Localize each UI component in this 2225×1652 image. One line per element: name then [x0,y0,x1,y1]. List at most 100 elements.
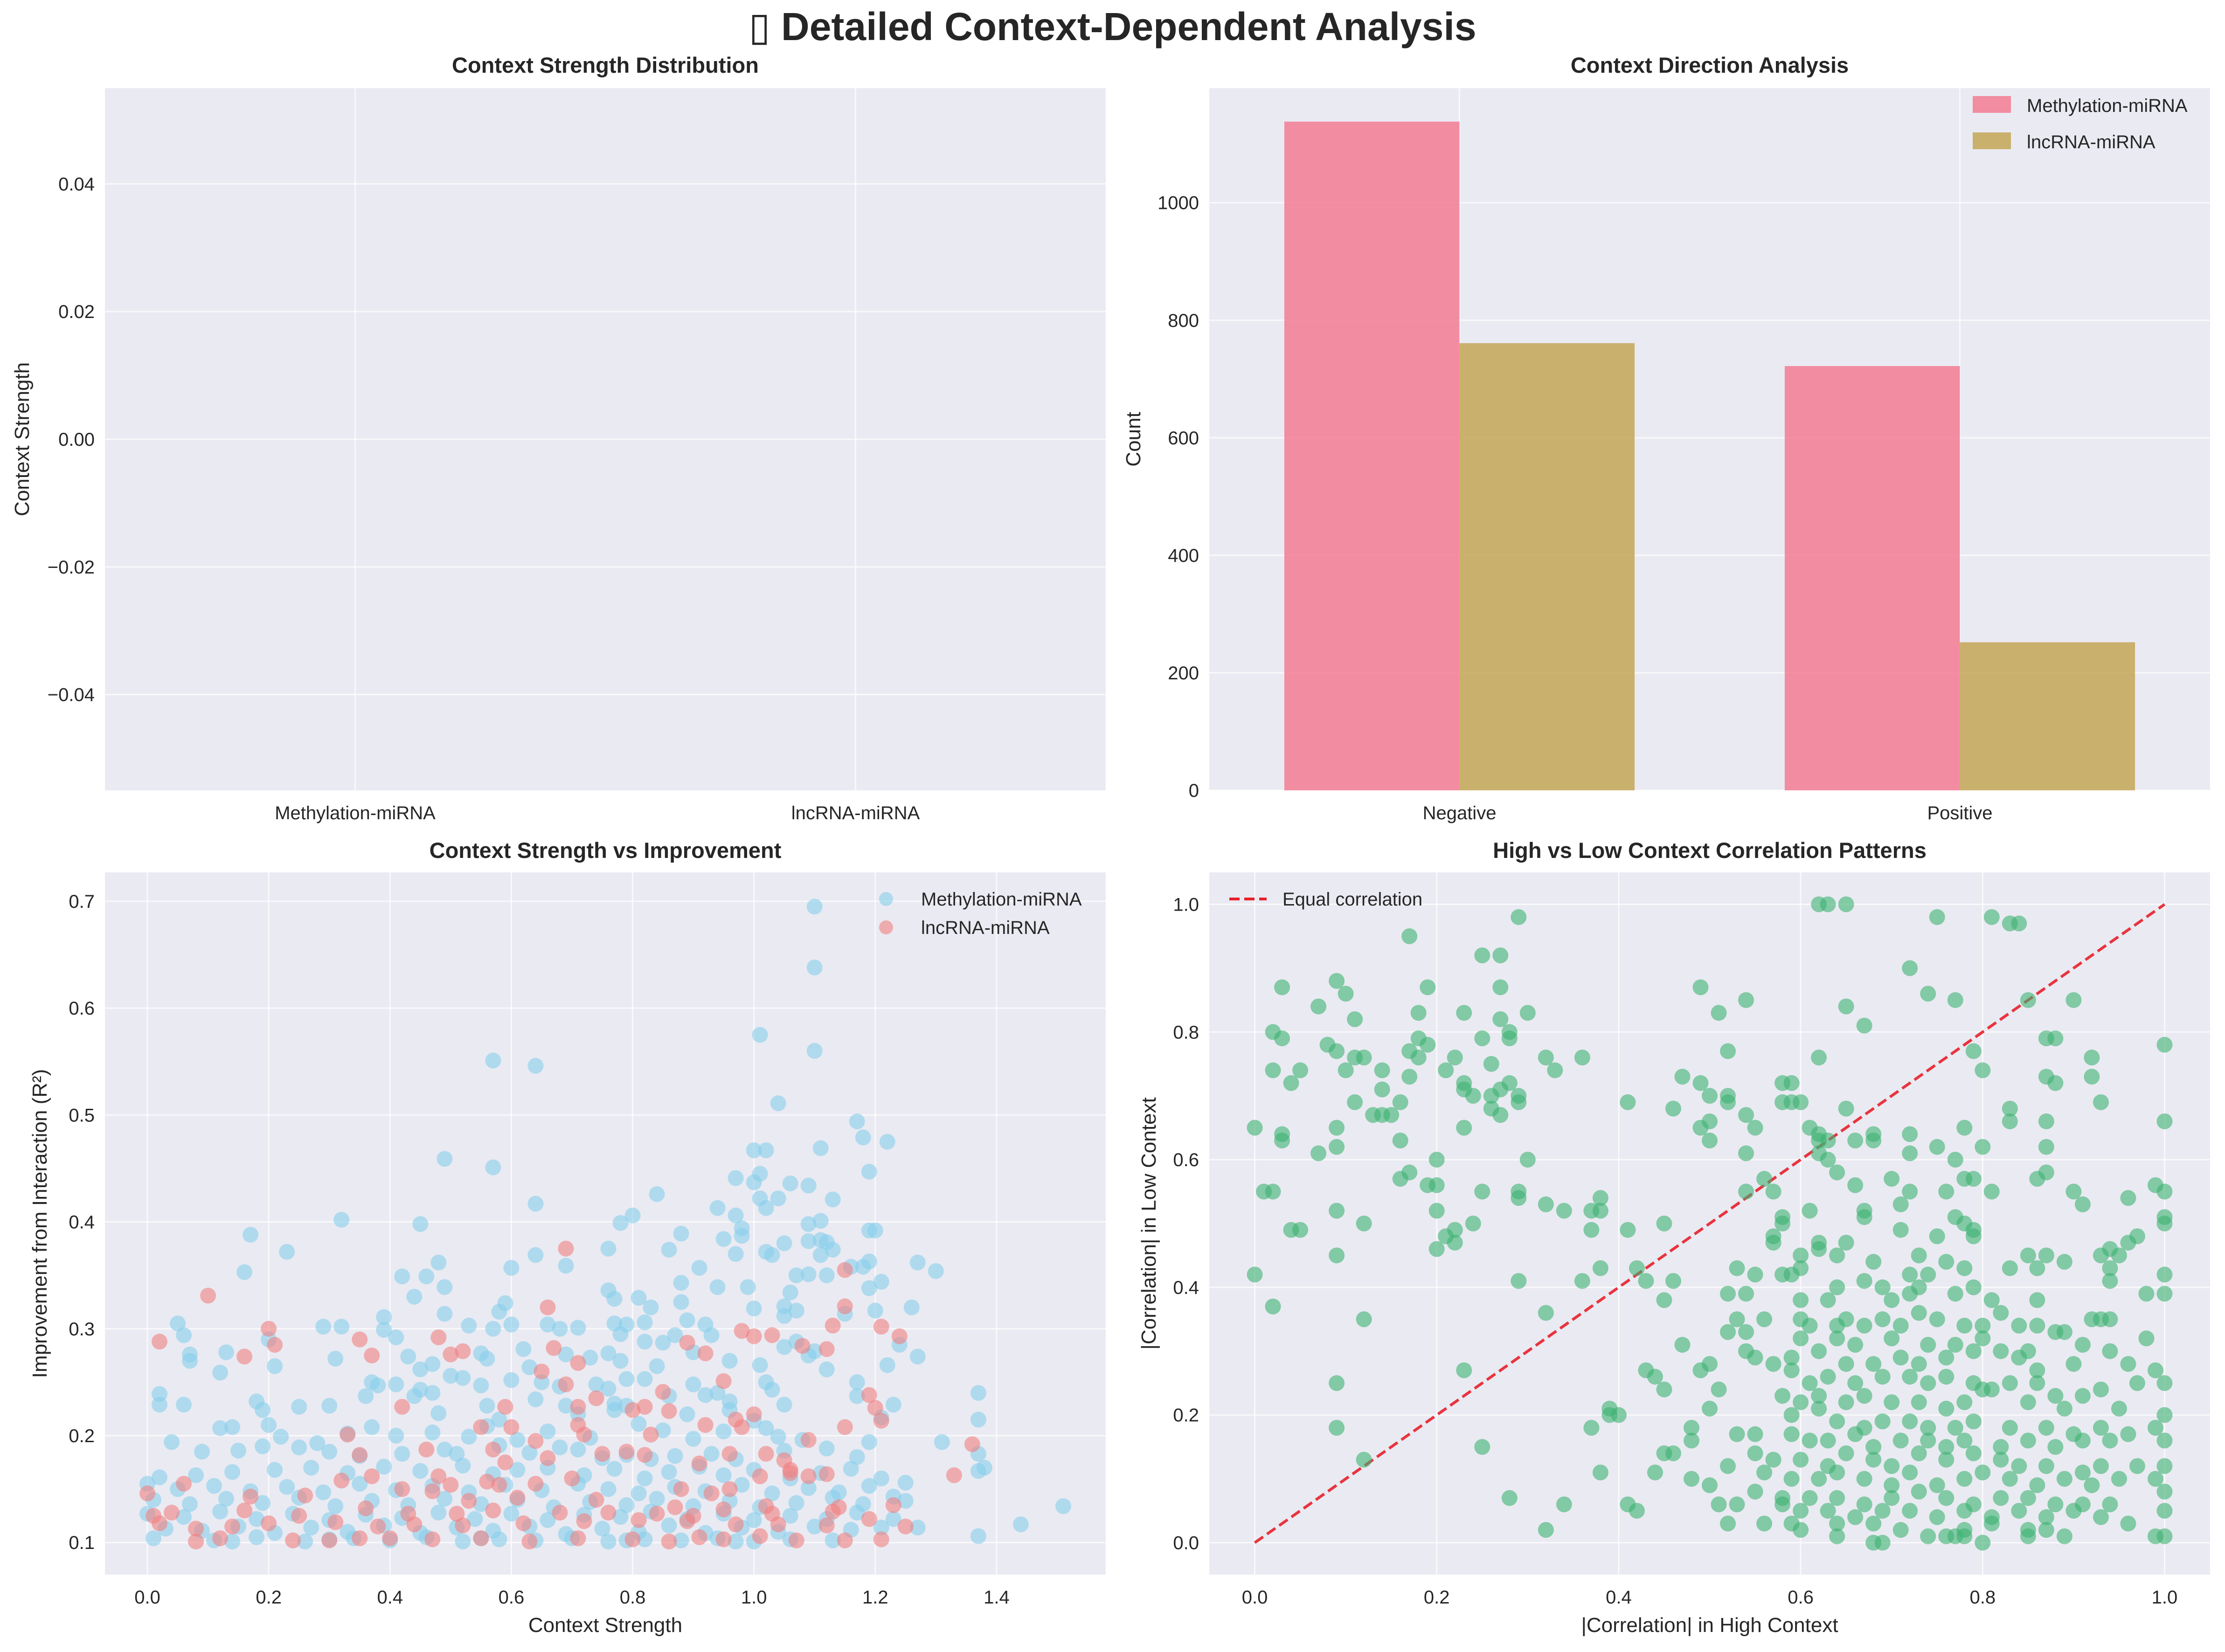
scatter-point [230,1443,247,1459]
scatter-point [2002,1113,2018,1129]
scatter-point [485,1052,501,1069]
panel-context-strength-distribution: −0.04 −0.02 0.00 0.02 0.04 Methylation-miRNA l… [11,88,1106,823]
scatter-point [746,1142,762,1158]
scatter-point [637,1531,653,1548]
scatter-point [1811,1388,1827,1404]
scatter-point [139,1485,156,1501]
scatter-point [1329,1203,1345,1219]
scatter-point [1547,1062,1563,1078]
scatter-point [861,1387,877,1403]
scatter-point [297,1487,313,1504]
scatter-point [424,1356,441,1372]
scatter-point [794,1338,811,1354]
scatter-point [437,1491,453,1507]
scatter-point [1456,1120,1472,1136]
scatter-point [618,1444,635,1460]
scatter-point [715,1231,732,1247]
scatter-point [461,1429,477,1445]
scatter-point [752,1027,768,1043]
scatter-point [1956,1471,1973,1487]
scatter-point [1902,1266,1918,1283]
scatter-point [2102,1260,2118,1276]
scatter-point [1793,1394,1809,1410]
scatter-point [1865,1133,1882,1149]
scatter-point [1538,1522,1554,1538]
scatter-point [1729,1426,1745,1442]
scatter-point [1920,1528,1936,1544]
scatter-point [1329,1043,1345,1059]
scatter-point [715,1531,732,1548]
scatter-point [521,1533,538,1549]
scatter-point [837,1262,853,1278]
scatter-point [503,1316,520,1333]
scatter-point [861,1280,877,1296]
scatter-point [1656,1381,1672,1397]
scatter-point [1838,896,1854,912]
scatter-point [1829,1330,1845,1347]
scatter-point [1620,1094,1636,1110]
scatter-point [1428,1203,1445,1219]
scatter-point [928,1263,944,1279]
scatter-point [267,1358,283,1375]
scatter-point [1938,1401,1955,1417]
scatter-point [788,1267,804,1284]
scatter-point [534,1363,550,1380]
scatter-point [2093,1509,2109,1525]
scatter-point [170,1315,186,1332]
scatter-point [1975,1139,1991,1155]
scatter-point [1438,1062,1454,1078]
scatter-point [2038,1139,2054,1155]
scatter-point [473,1377,489,1394]
scatter-point [461,1493,477,1509]
scatter-point [2129,1228,2145,1244]
scatter-point [352,1530,368,1547]
scatter-point [721,1481,738,1497]
scatter-point [243,1227,259,1243]
scatter-point [1802,1490,1818,1506]
scatter-point [1783,1426,1800,1442]
scatter-point [152,1396,168,1413]
scatter-point [164,1505,180,1521]
equal-correlation-line [1254,903,2166,1544]
scatter-point [279,1244,295,1260]
scatter-point [697,1417,714,1433]
legend-marker-lncrna [879,920,893,934]
scatter-point [770,1516,786,1533]
scatter-point [1920,1420,1936,1436]
scatter-point [649,1491,665,1507]
scatter-point [806,1043,823,1059]
scatter-point [1811,1471,1827,1487]
scatter-point [2156,1037,2173,1053]
scatter-point [370,1377,386,1394]
scatter-point [2129,1375,2145,1391]
scatter-point [879,1134,895,1150]
scatter-point [849,1388,865,1404]
x-tick-label: Methylation-miRNA [275,803,436,823]
scatter-point [552,1505,568,1521]
scatter-point [1374,1081,1390,1098]
scatter-point [588,1492,604,1508]
scatter-point [2084,1050,2100,1066]
scatter-point [600,1381,617,1397]
scatter-point [352,1476,368,1492]
scatter-point [637,1314,653,1331]
scatter-point [2002,1260,2018,1276]
scatter-point [1911,1484,1927,1500]
scatter-point [527,1058,544,1074]
scatter-point [236,1502,253,1519]
scatter-point [340,1426,356,1443]
scatter-point [1911,1247,1927,1264]
scatter-point [1420,979,1436,995]
scatter-point [2056,1254,2073,1270]
scatter-point [1793,1522,1809,1538]
scatter-point [485,1159,501,1175]
scatter-point [667,1448,683,1464]
scatter-point [152,1469,168,1486]
scatter-point [2047,1439,2064,1455]
scatter-point [770,1190,786,1207]
scatter-point [2056,1401,2073,1417]
scatter-point [437,1279,453,1295]
scatter-point [540,1450,556,1466]
scatter-point [552,1439,568,1456]
